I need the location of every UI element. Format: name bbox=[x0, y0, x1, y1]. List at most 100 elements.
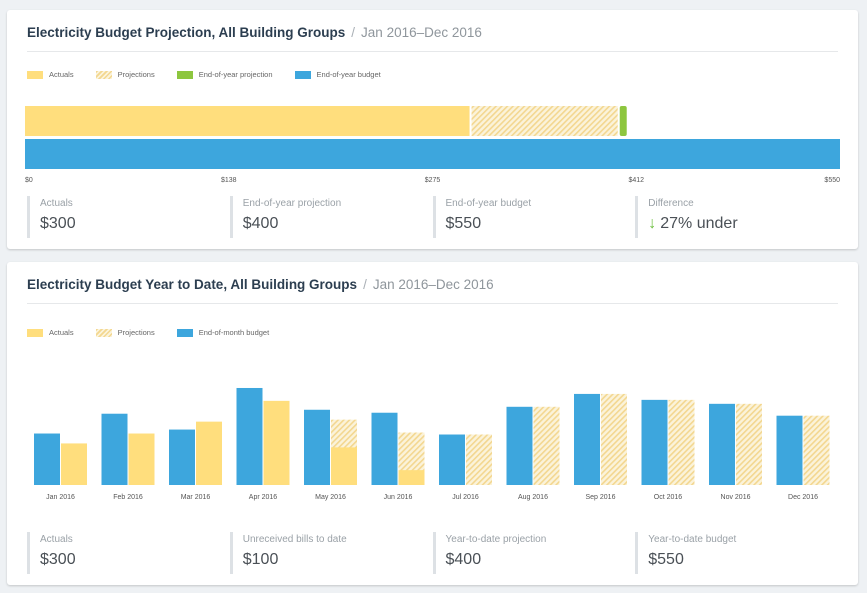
ytd-card-title: Electricity Budget Year to Date, All Bui… bbox=[27, 277, 358, 292]
stat-label: Actuals bbox=[40, 198, 73, 209]
eoy-projection-swatch bbox=[176, 70, 193, 79]
ytd-card: Electricity Budget Year to Date, All Bui… bbox=[7, 262, 858, 585]
projection-bar bbox=[466, 434, 492, 485]
stat-label: End-of-year projection bbox=[242, 198, 342, 209]
legend-projections: Projections bbox=[95, 70, 155, 79]
budget-bar bbox=[506, 406, 533, 485]
actuals-swatch bbox=[27, 328, 43, 337]
stat-eoy-projection: End-of-year projection $400 bbox=[229, 196, 421, 238]
ytd-card-header: Electricity Budget Year to Date, All Bui… bbox=[27, 276, 838, 304]
stat-difference: Difference ↓ 27% under bbox=[635, 196, 826, 238]
eoy-budget-swatch bbox=[294, 70, 311, 79]
stat-eoy-budget: End-of-year budget $550 bbox=[432, 196, 624, 238]
x-tick-label: Oct 2016 bbox=[654, 494, 683, 501]
x-tick-label: Nov 2016 bbox=[721, 494, 751, 501]
legend-eoy-budget-label: End-of-year budget bbox=[316, 70, 381, 79]
stat-value: $400 bbox=[445, 551, 482, 568]
projections-swatch bbox=[95, 328, 112, 337]
projection-bar bbox=[668, 399, 695, 485]
legend-actuals: Actuals bbox=[27, 328, 74, 337]
stat-value: $550 bbox=[445, 215, 482, 232]
projection-bar-chart: $0 $138 $275 $412 $550 bbox=[25, 106, 840, 184]
x-tick-label: Jul 2016 bbox=[452, 494, 479, 501]
stat-label: Year-to-date budget bbox=[648, 534, 737, 545]
stat-ytd-projection: Year-to-date projection $400 bbox=[432, 532, 624, 574]
stat-ytd-budget: Year-to-date budget $550 bbox=[635, 532, 826, 574]
actual-bar bbox=[398, 470, 425, 485]
budget-bar bbox=[776, 415, 803, 485]
legend-projections-label: Projections bbox=[117, 70, 155, 79]
legend-actuals-label: Actuals bbox=[49, 70, 74, 79]
stat-label: Unreceived bills to date bbox=[242, 534, 347, 545]
stat-value: $300 bbox=[40, 551, 76, 568]
stat-unreceived-bills: Unreceived bills to date $100 bbox=[229, 532, 421, 574]
budget-bar bbox=[641, 399, 668, 485]
actuals-swatch bbox=[27, 70, 43, 79]
legend-actuals: Actuals bbox=[27, 70, 74, 79]
projection-stats: Actuals $300 End-of-year projection $400 E… bbox=[27, 196, 838, 238]
actual-bar bbox=[61, 443, 87, 485]
budget-bar bbox=[371, 412, 398, 485]
actuals-bar bbox=[25, 106, 470, 136]
stat-value-difference: ↓ 27% under bbox=[648, 215, 826, 233]
ytd-date-range: Jan 2016–Dec 2016 bbox=[372, 277, 494, 292]
projection-bar bbox=[601, 393, 627, 485]
x-tick-label: Dec 2016 bbox=[788, 494, 818, 501]
x-tick-label: Mar 2016 bbox=[181, 494, 211, 501]
ytd-bar-chart: Jan 2016 Feb 2016 Mar 2016 Apr 2016 May 2016… bbox=[34, 387, 830, 501]
budget-bar bbox=[169, 429, 195, 485]
ytd-stats: Actuals $300 Unreceived bills to date $100… bbox=[27, 532, 838, 574]
projections-swatch bbox=[95, 70, 112, 79]
stat-label: Difference bbox=[648, 198, 694, 209]
x-tick-label: $138 bbox=[221, 177, 237, 184]
budget-bar bbox=[709, 403, 735, 485]
x-tick-label: $0 bbox=[25, 177, 33, 184]
x-tick-label: Jan 2016 bbox=[46, 494, 75, 501]
stat-label: Actuals bbox=[40, 534, 73, 545]
legend-eoy-projection: End-of-year projection bbox=[176, 70, 273, 79]
projection-bar bbox=[803, 415, 830, 485]
actual-bar bbox=[263, 400, 290, 485]
x-tick-label: $550 bbox=[824, 177, 840, 184]
title-separator: / bbox=[351, 25, 356, 40]
stat-value: $300 bbox=[40, 215, 76, 232]
eoy-budget-bar bbox=[25, 139, 840, 169]
stat-value: $400 bbox=[242, 215, 279, 232]
legend-projections: Projections bbox=[95, 328, 155, 337]
projection-bar bbox=[736, 403, 762, 485]
ytd-legend: Actuals Projections End-of-month budget bbox=[27, 328, 291, 337]
x-tick-label: Apr 2016 bbox=[249, 494, 278, 501]
actual-bar bbox=[196, 421, 222, 485]
legend-projections-label: Projections bbox=[117, 328, 155, 337]
legend-eoy-budget: End-of-year budget bbox=[294, 70, 381, 79]
actual-bar bbox=[128, 433, 155, 485]
projection-card-title: Electricity Budget Projection, All Build… bbox=[27, 25, 346, 40]
x-tick-label: May 2016 bbox=[315, 494, 346, 501]
projection-bar bbox=[533, 406, 560, 485]
x-tick-label: $412 bbox=[628, 177, 644, 184]
budget-bar bbox=[304, 409, 330, 485]
arrow-down-icon: ↓ bbox=[648, 215, 657, 232]
projection-legend: Actuals Projections End-of-year projecti… bbox=[27, 70, 403, 79]
stat-value: $100 bbox=[242, 551, 279, 568]
stat-value: $550 bbox=[648, 551, 684, 568]
stat-label: End-of-year budget bbox=[445, 198, 532, 209]
x-tick-label: Jun 2016 bbox=[384, 494, 413, 501]
projection-date-range: Jan 2016–Dec 2016 bbox=[361, 25, 482, 40]
legend-eom-budget-label: End-of-month budget bbox=[198, 328, 270, 337]
eom-budget-swatch bbox=[176, 328, 193, 337]
x-tick-label: Sep 2016 bbox=[586, 494, 616, 501]
legend-actuals-label: Actuals bbox=[49, 328, 74, 337]
stat-label: Year-to-date projection bbox=[445, 534, 547, 545]
x-tick-label: Feb 2016 bbox=[113, 494, 143, 501]
budget-bar bbox=[574, 393, 600, 485]
budget-bar bbox=[101, 413, 128, 485]
projection-card-header: Electricity Budget Projection, All Build… bbox=[27, 24, 838, 52]
eoy-projection-marker bbox=[619, 106, 627, 136]
title-separator: / bbox=[363, 277, 367, 292]
stat-actuals: Actuals $300 bbox=[27, 196, 218, 238]
x-tick-label: $275 bbox=[425, 177, 441, 184]
legend-eoy-projection-label: End-of-year projection bbox=[198, 70, 273, 79]
actual-bar bbox=[331, 447, 357, 485]
projections-bar bbox=[471, 106, 618, 136]
